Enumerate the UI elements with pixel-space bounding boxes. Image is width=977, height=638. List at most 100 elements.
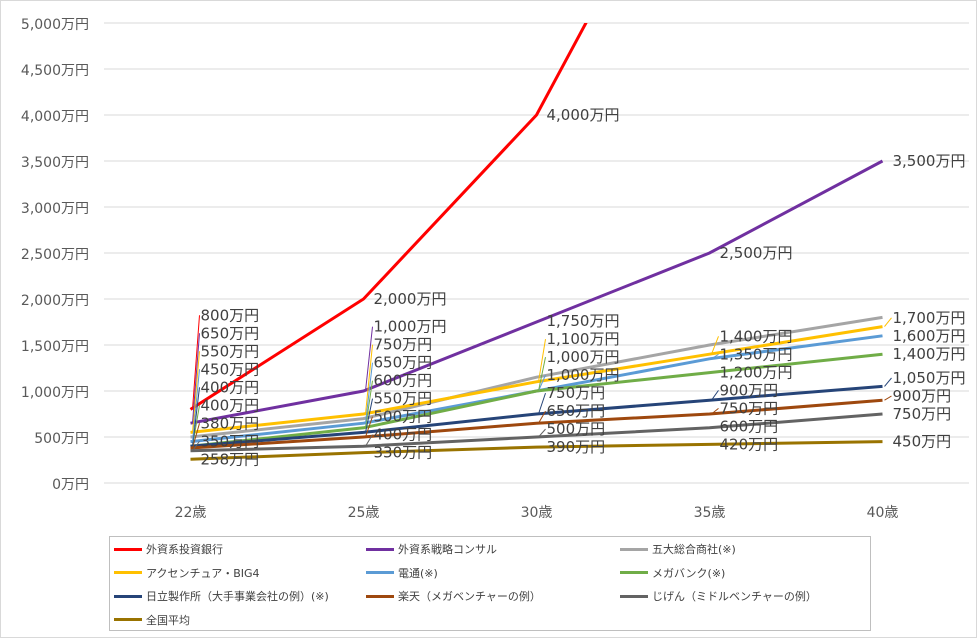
y-tick-label: 500万円	[34, 431, 89, 447]
data-label: 1,400万円	[893, 345, 966, 363]
data-label: 650万円	[547, 402, 606, 420]
legend-item: じげん（ミドルベンチャーの例）	[620, 588, 817, 604]
data-label: 900万円	[720, 381, 779, 399]
x-tick-label: 30歳	[521, 505, 553, 521]
data-label: 550万円	[201, 342, 260, 360]
data-label: 650万円	[201, 324, 260, 342]
data-label: 600万円	[374, 372, 433, 390]
data-label: 1,350万円	[720, 345, 793, 363]
label-leader-line	[884, 317, 892, 327]
legend-item: アクセンチュア・BIG4	[114, 565, 260, 581]
label-leader-line	[192, 315, 200, 410]
label-leader-line	[365, 344, 373, 415]
legend-swatch	[114, 594, 142, 598]
label-leader-line	[538, 392, 546, 415]
legend-item: メガバンク(※)	[620, 565, 725, 581]
legend-label: アクセンチュア・BIG4	[146, 566, 260, 580]
series-line-2	[190, 315, 883, 439]
legend-label: じげん（ミドルベンチャーの例）	[652, 590, 817, 603]
x-tick-label: 40歳	[867, 505, 899, 521]
series-line-9	[190, 440, 883, 461]
legend-swatch	[366, 547, 394, 551]
data-label: 380万円	[201, 414, 260, 432]
legend-item: 五大総合商社(※)	[620, 541, 736, 557]
data-label: 1,000万円	[547, 366, 620, 384]
series-line-0	[189, 23, 588, 411]
data-label: 330万円	[374, 444, 433, 462]
label-leader-line	[365, 416, 373, 438]
data-label: 750万円	[547, 384, 606, 402]
legend-item: 日立製作所（大手事業会社の例）(※)	[114, 588, 329, 604]
label-leader-line	[192, 423, 200, 449]
series-line-5	[190, 352, 883, 448]
data-label: 450万円	[893, 433, 952, 451]
data-label: 650万円	[374, 354, 433, 372]
legend-label: 楽天（メガベンチャーの例）	[398, 590, 541, 603]
data-label: 1,000万円	[547, 348, 620, 366]
data-label: 2,500万円	[720, 244, 793, 262]
label-leader-line	[365, 326, 373, 392]
legend-swatch	[620, 547, 648, 551]
label-leader-line	[192, 369, 200, 442]
data-label: 258万円	[201, 450, 260, 468]
label-leader-line	[365, 434, 373, 447]
data-label: 1,000万円	[374, 318, 447, 336]
label-leader-line	[192, 351, 200, 433]
data-label: 3,500万円	[893, 152, 966, 170]
data-label: 550万円	[374, 390, 433, 408]
legend-swatch	[620, 594, 648, 598]
data-label: 1,750万円	[547, 312, 620, 330]
legend-swatch	[620, 571, 648, 574]
series-line-3	[190, 325, 883, 434]
y-tick-label: 1,000万円	[21, 385, 89, 401]
data-label: 800万円	[201, 306, 260, 324]
legend-swatch	[366, 594, 394, 598]
label-leader-line	[538, 357, 546, 392]
data-label: 750万円	[893, 405, 952, 423]
label-leader-line	[538, 339, 546, 382]
legend-item: 外資系戦略コンサル	[366, 541, 497, 557]
y-tick-label: 5,000万円	[21, 17, 89, 33]
legend-swatch	[114, 618, 142, 621]
data-label: 750万円	[374, 336, 433, 354]
legend-item: 電通(※)	[366, 565, 438, 581]
legend-swatch	[114, 571, 142, 574]
label-leader-line	[711, 390, 719, 401]
data-label: 1,400万円	[720, 327, 793, 345]
label-leader-line	[192, 387, 200, 447]
label-leader-line	[192, 333, 200, 424]
data-label: 450万円	[201, 360, 260, 378]
data-label: 400万円	[201, 378, 260, 396]
x-tick-label: 35歳	[694, 505, 726, 521]
x-tick-label: 22歳	[175, 505, 207, 521]
label-leader-line	[884, 377, 892, 387]
legend-swatch	[366, 571, 394, 574]
label-leader-line	[711, 336, 719, 355]
legend-label: 日立製作所（大手事業会社の例）(※)	[146, 590, 329, 603]
label-leader-line	[538, 374, 546, 392]
data-label: 420万円	[720, 435, 779, 453]
label-leader-line	[365, 380, 373, 428]
y-tick-label: 1,500万円	[21, 339, 89, 355]
legend: 外資系投資銀行 外資系戦略コンサル 五大総合商社(※) アクセンチュア・BIG4 電通(…	[109, 536, 871, 631]
legend-label: 電通(※)	[398, 566, 438, 580]
data-label: 390万円	[547, 438, 606, 456]
x-tick-label: 25歳	[348, 505, 380, 521]
label-leader-line	[711, 407, 719, 415]
label-leader-line	[884, 395, 892, 401]
label-leader-line	[538, 410, 546, 424]
legend-label: 五大総合商社(※)	[652, 543, 736, 556]
data-label: 400万円	[201, 396, 260, 414]
legend-item: 全国平均	[114, 612, 190, 628]
y-tick-label: 2,500万円	[21, 247, 89, 263]
series-line-8	[190, 412, 883, 453]
data-label: 400万円	[374, 426, 433, 444]
data-label: 1,700万円	[893, 309, 966, 327]
data-label: 350万円	[201, 432, 260, 450]
label-leader-line	[538, 428, 546, 438]
y-tick-label: 2,000万円	[21, 293, 89, 309]
data-label: 1,050万円	[893, 369, 966, 387]
data-label: 750万円	[720, 399, 779, 417]
label-leader-line	[365, 362, 373, 424]
legend-label: 外資系投資銀行	[146, 543, 223, 556]
